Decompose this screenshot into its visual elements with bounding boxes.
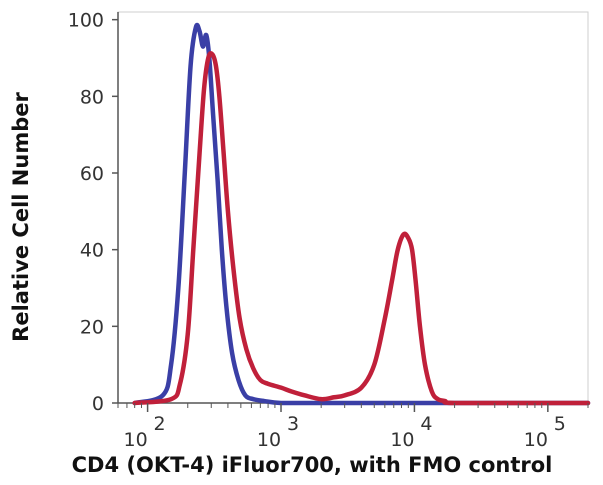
y-tick-label: 80: [80, 86, 104, 108]
x-tick-label-base: 10: [524, 429, 548, 451]
x-tick-label-exponent: 5: [554, 413, 566, 435]
y-axis-title: Relative Cell Number: [9, 92, 33, 342]
x-tick-label-base: 10: [257, 429, 281, 451]
series-layer: [132, 22, 591, 406]
y-tick-label: 20: [80, 316, 104, 338]
series-line-2: [132, 51, 591, 406]
x-tick-label-exponent: 4: [420, 413, 432, 435]
y-axis-ticks: 0 20 40 60 80 100: [68, 10, 118, 415]
x-tick-label-base: 10: [390, 429, 414, 451]
y-tick-label: 60: [80, 163, 104, 185]
x-tick-label-exponent: 3: [287, 413, 299, 435]
x-axis-title: CD4 (OKT-4) iFluor700, with FMO control: [72, 453, 553, 477]
y-tick-label: 40: [80, 240, 104, 262]
y-tick-label: 0: [92, 393, 104, 415]
x-axis-ticks: 10 2 10 3 10 4 10 5: [117, 403, 589, 451]
x-tick-label-base: 10: [124, 429, 148, 451]
x-tick-label-exponent: 2: [154, 413, 166, 435]
y-tick-label: 100: [68, 10, 104, 32]
